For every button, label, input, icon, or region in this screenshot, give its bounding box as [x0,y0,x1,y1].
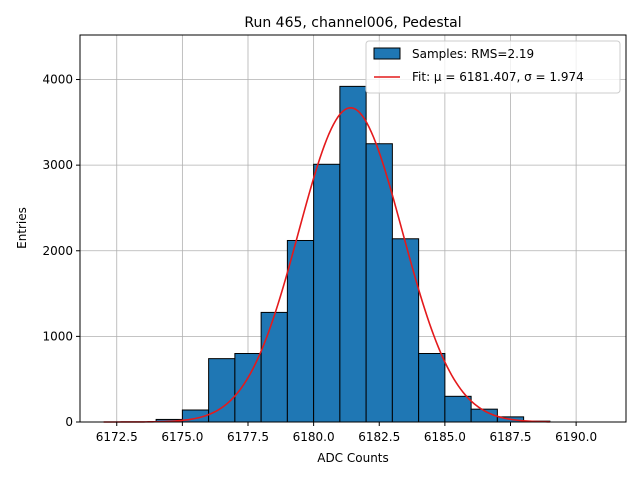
x-axis-label: ADC Counts [317,451,389,465]
fit-curve [103,107,550,423]
legend-box [365,40,621,94]
histogram-bar [365,143,393,423]
y-tick-label: 4000 [42,73,73,87]
histogram-bars [155,85,551,423]
plot-frame [79,34,627,423]
x-tick-label: 6172.5 [96,430,138,444]
legend-samples-label: Samples: RMS=2.19 [412,47,534,61]
histogram-bar [234,353,262,423]
histogram-bar [444,395,472,423]
y-axis-ticks: 0 1000 2000 3000 4000 [42,73,80,429]
y-tick-label: 2000 [42,244,73,258]
x-tick-label: 6175.0 [161,430,203,444]
x-tick-label: 6190.0 [555,430,597,444]
x-axis-ticks: 6172.5 6175.0 6177.5 6180.0 6182.5 6185.0 6187… [96,422,597,444]
legend-samples-swatch [373,47,401,60]
y-tick-label: 1000 [42,329,73,343]
histogram-bar [339,85,367,423]
legend: Samples: RMS=2.19 Fit: μ = 6181.407, σ =… [365,40,621,94]
x-tick-label: 6182.5 [358,430,400,444]
x-tick-label: 6187.5 [490,430,532,444]
histogram-bar [418,353,446,423]
y-tick-label: 3000 [42,158,73,172]
y-axis-label: Entries [15,207,29,249]
legend-fit-label: Fit: μ = 6181.407, σ = 1.974 [412,70,584,84]
histogram-bar [286,239,315,423]
histogram-bar [313,163,341,423]
histogram-bar [260,311,288,423]
chart-title: Run 465, channel006, Pedestal [244,15,461,31]
histogram-bar [208,358,236,423]
x-tick-label: 6185.0 [424,430,466,444]
x-tick-label: 6180.0 [293,430,335,444]
x-tick-label: 6177.5 [227,430,269,444]
y-tick-label: 0 [65,415,73,429]
histogram-bar [391,238,420,423]
